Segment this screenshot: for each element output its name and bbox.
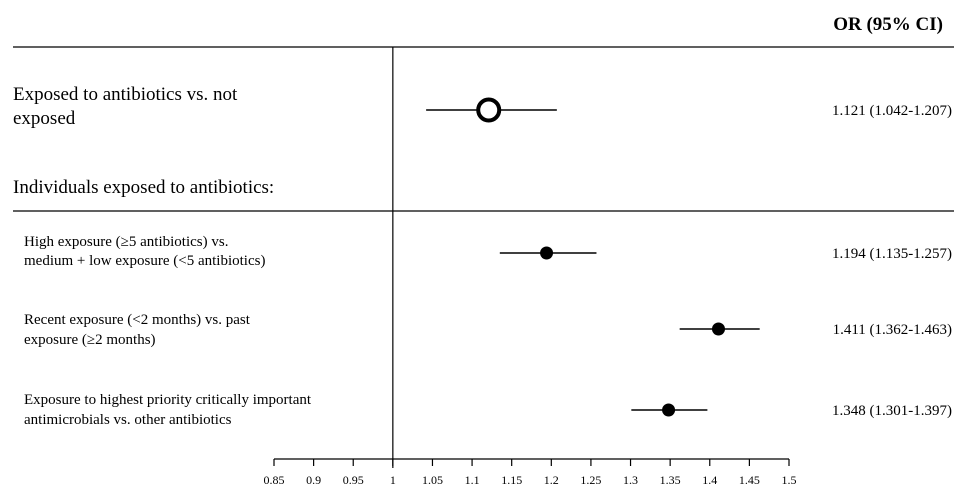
x-tick-label: 1.2 — [544, 473, 559, 486]
x-tick-label: 1.05 — [422, 473, 443, 486]
x-tick-label: 1.35 — [660, 473, 681, 486]
x-tick-label: 1 — [390, 473, 396, 486]
point-estimate-marker — [476, 97, 502, 123]
row-label-line: Recent exposure (<2 months) vs. past — [24, 312, 251, 328]
section-label: Individuals exposed to antibiotics: — [13, 177, 274, 198]
ci-value-text: 1.411 (1.362-1.463) — [833, 322, 952, 338]
row-label-line: antimicrobials vs. other antibiotics — [24, 412, 232, 428]
forest-row: Exposure to highest priority critically … — [24, 392, 952, 428]
x-tick-label: 1.3 — [623, 473, 638, 486]
x-tick-label: 1.15 — [501, 473, 522, 486]
x-tick-label: 0.85 — [264, 473, 285, 486]
ci-value-text: 1.194 (1.135-1.257) — [832, 246, 952, 262]
point-estimate-marker — [540, 246, 554, 260]
x-tick-label: 1.1 — [465, 473, 480, 486]
x-axis: 0.85 0.9 0.95 1 1.05 1.1 1.15 1.2 1.25 1.3 1.35 1.4… — [264, 458, 797, 486]
forest-row: Exposed to antibiotics vs. not exposed 1.1… — [13, 84, 952, 129]
ci-value-text: 1.348 (1.301-1.397) — [832, 403, 952, 419]
point-estimate-marker — [711, 322, 725, 336]
x-tick-label: 1.25 — [580, 473, 601, 486]
ci-value-text: 1.121 (1.042-1.207) — [832, 103, 952, 119]
x-tick-label: 1.4 — [702, 473, 717, 486]
row-label-line: exposed — [13, 108, 76, 129]
row-label-line: High exposure (≥5 antibiotics) vs. — [24, 234, 228, 250]
or-ci-header: OR (95% CI) — [833, 14, 943, 35]
forest-row: High exposure (≥5 antibiotics) vs. medium… — [24, 234, 952, 269]
point-estimate-marker — [662, 403, 676, 417]
x-tick-label: 0.95 — [343, 473, 364, 486]
x-tick-label: 1.45 — [739, 473, 760, 486]
rows: Exposed to antibiotics vs. not exposed 1.1… — [13, 84, 952, 428]
forest-row: Recent exposure (<2 months) vs. past expo… — [24, 312, 952, 348]
row-label-line: exposure (≥2 months) — [24, 332, 156, 348]
row-label-line: Exposed to antibiotics vs. not — [13, 84, 238, 105]
row-label-line: Exposure to highest priority critically … — [24, 392, 312, 408]
x-tick-label: 1.5 — [782, 473, 797, 486]
x-tick-label: 0.9 — [306, 473, 321, 486]
row-label-line: medium + low exposure (<5 antibiotics) — [24, 253, 265, 269]
